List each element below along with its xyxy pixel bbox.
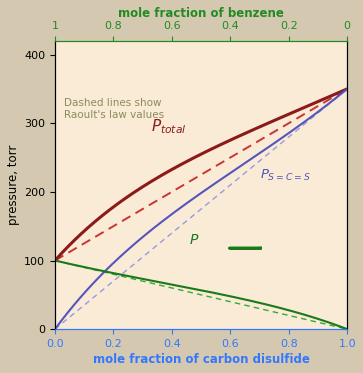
X-axis label: mole fraction of benzene: mole fraction of benzene bbox=[118, 7, 284, 20]
Y-axis label: pressure, torr: pressure, torr bbox=[7, 145, 20, 225]
Text: $P$: $P$ bbox=[189, 233, 200, 247]
Text: $P_{total}$: $P_{total}$ bbox=[151, 117, 187, 137]
X-axis label: mole fraction of carbon disulfide: mole fraction of carbon disulfide bbox=[93, 353, 310, 366]
Text: $P_{S=C=S}$: $P_{S=C=S}$ bbox=[260, 168, 310, 184]
Text: Dashed lines show
Raoult's law values: Dashed lines show Raoult's law values bbox=[64, 98, 164, 120]
